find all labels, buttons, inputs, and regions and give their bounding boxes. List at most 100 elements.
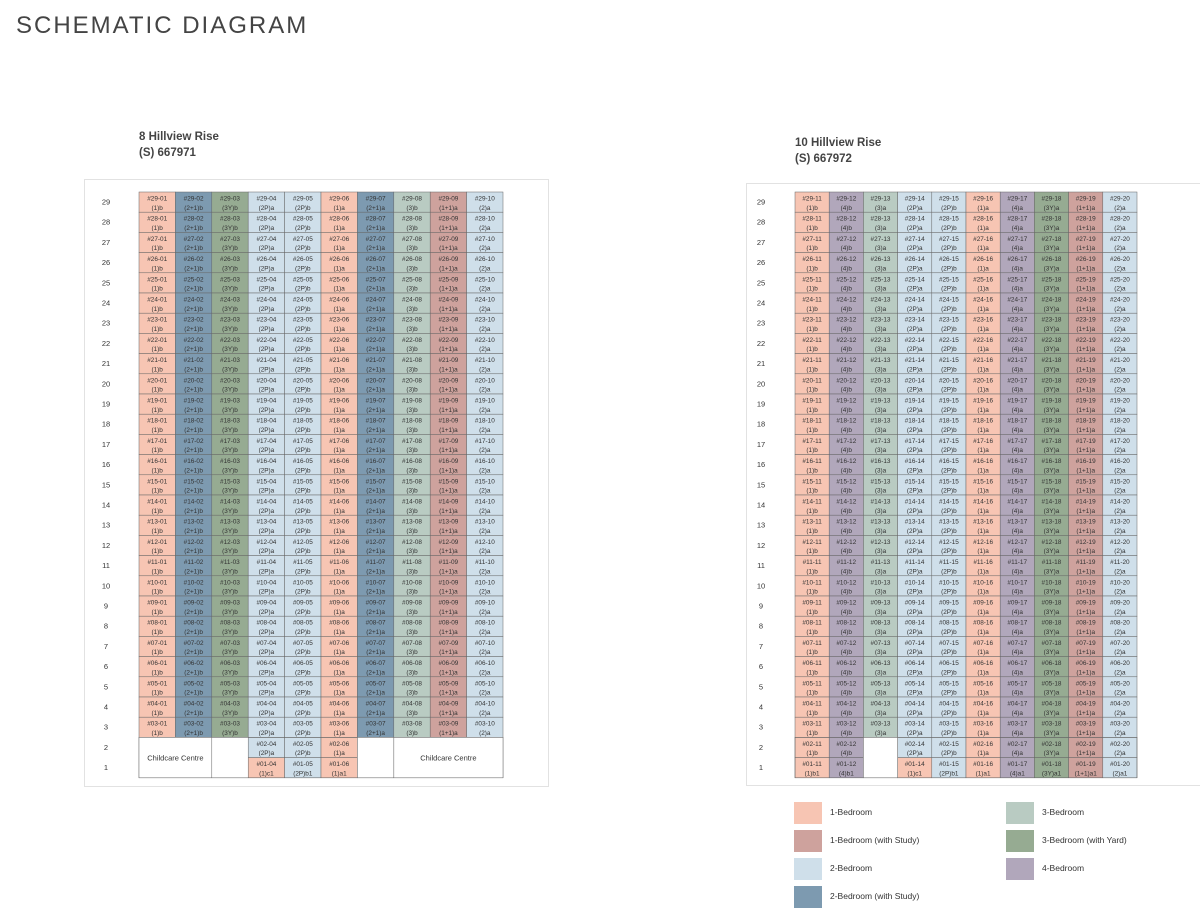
unit-cell: #03-07(2+1)a (357, 716, 395, 738)
unit-number: #20-20 (1110, 377, 1130, 384)
unit-type: (3)b (406, 649, 418, 656)
unit-number: #16-08 (402, 458, 422, 465)
unit-type: (1)b (152, 346, 164, 353)
unit-type: (4)a (1012, 286, 1024, 293)
unit-type: (3Y)a (1044, 488, 1060, 495)
unit-type: (3)b (406, 669, 418, 676)
unit-type: (2)a (479, 528, 491, 535)
unit-cell: #29-10(2)a (466, 191, 504, 213)
unit-cell: #11-18(3Y)a (1034, 555, 1069, 577)
unit-cell: #24-03(3Y)b (211, 292, 249, 314)
unit-number: #15-17 (1007, 478, 1027, 485)
unit-number: #11-13 (871, 559, 891, 566)
unit-type: (3)b (406, 609, 418, 616)
unit-number: #16-05 (293, 458, 313, 465)
unit-cell: #04-11(1)b (794, 696, 830, 718)
unit-cell: #12-16(1)a (965, 535, 1001, 556)
unit-number: #03-11 (802, 721, 822, 728)
unit-number: #24-10 (475, 296, 495, 303)
unit-type: (2P)b (941, 568, 957, 575)
unit-type: (4)a (1012, 326, 1024, 333)
unit-number: #07-14 (905, 640, 925, 647)
unit-number: #19-14 (905, 397, 925, 404)
unit-number: #13-03 (220, 519, 240, 526)
unit-cell: #08-10(2)a (466, 615, 504, 637)
unit-number: #02-20 (1110, 741, 1130, 748)
unit-type: (3)a (875, 669, 887, 676)
unit-number: #27-06 (329, 236, 349, 243)
unit-cell: #26-15(2P)b (931, 252, 967, 274)
unit-cell: #28-03(3Y)b (211, 211, 249, 233)
unit-cell: #03-13(3)a (863, 716, 898, 738)
unit-cell: #27-16(1)a (965, 232, 1001, 253)
unit-type: (2)a (479, 589, 491, 596)
unit-cell: #09-02(2+1)b (175, 595, 213, 617)
unit-cell: #24-11(1)b (794, 292, 830, 314)
unit-type: (1+1)a (439, 690, 458, 697)
unit-cell: #28-15(2P)b (931, 211, 967, 233)
unit-type: (1)b (152, 265, 164, 272)
unit-number: #12-20 (1110, 539, 1130, 546)
unit-number: #20-16 (973, 377, 993, 384)
unit-number: #04-15 (939, 700, 959, 707)
unit-type: (2+1)a (366, 427, 385, 434)
facility-label: Childcare Centre (420, 754, 476, 763)
unit-cell: #19-04(2P)a (247, 393, 285, 415)
unit-cell: #25-03(3Y)b (211, 272, 249, 294)
unit-cell: #20-17(4)a (999, 373, 1035, 395)
unit-number: #14-18 (1042, 498, 1062, 505)
unit-cell: #13-04(2P)a (247, 514, 285, 536)
unit-number: #06-01 (147, 660, 167, 667)
unit-type: (1)a (334, 609, 346, 616)
unit-type: (4)a (1012, 730, 1024, 737)
unit-number: #14-05 (293, 498, 313, 505)
unit-cell: #07-07(2+1)a (357, 636, 395, 657)
unit-cell: #22-15(2P)b (931, 333, 967, 354)
unit-type: (2+1)b (184, 286, 203, 293)
unit-number: #01-14 (905, 761, 925, 768)
unit-type: (2P)b (295, 629, 311, 636)
unit-type: (3)b (406, 366, 418, 373)
unit-type: (3Y)a (1044, 407, 1060, 414)
unit-number: #28-12 (836, 216, 856, 223)
unit-number: #15-09 (438, 478, 458, 485)
unit-number: #01-20 (1110, 761, 1130, 768)
unit-type: (1+1)a (1076, 467, 1095, 474)
unit-cell: #20-02(2+1)b (175, 373, 213, 395)
unit-type: (2+1)b (184, 265, 203, 272)
unit-number: #29-17 (1007, 195, 1027, 202)
unit-cell: #17-08(3)b (393, 434, 431, 455)
unit-number: #17-01 (147, 438, 167, 445)
unit-number: #03-06 (329, 721, 349, 728)
unit-type: (1)a (334, 750, 346, 757)
unit-type: (4)b (841, 366, 853, 373)
unit-number: #16-07 (366, 458, 386, 465)
unit-number: #27-14 (905, 236, 925, 243)
unit-cell: #26-19(1+1)a (1068, 252, 1104, 274)
unit-type: (1)b (806, 649, 818, 656)
unit-type: (2P)a (259, 447, 275, 454)
unit-number: #14-19 (1076, 498, 1096, 505)
unit-cell: #13-05(2P)b (284, 514, 322, 536)
unit-cell: #13-11(1)b (794, 514, 830, 536)
unit-cell: #04-08(3)b (393, 696, 431, 718)
unit-number: #14-06 (329, 498, 349, 505)
unit-cell: #18-17(4)a (999, 413, 1035, 435)
unit-number: #23-03 (220, 317, 240, 324)
unit-number: #08-13 (871, 620, 891, 627)
unit-cell: #05-08(3)b (393, 676, 431, 698)
unit-number: #13-14 (905, 519, 925, 526)
unit-cell: #06-12(4)b (828, 656, 864, 678)
unit-type: (2)a (1114, 205, 1126, 212)
unit-number: #03-15 (939, 721, 959, 728)
unit-type: (1)b (806, 629, 818, 636)
unit-cell: #04-05(2P)b (284, 696, 322, 718)
unit-cell: #05-18(3Y)a (1034, 676, 1069, 698)
unit-type: (3)b (406, 286, 418, 293)
unit-type: (3Y)a (1044, 690, 1060, 697)
unit-cell: #17-07(2+1)a (357, 434, 395, 455)
unit-cell: #28-07(2+1)a (357, 211, 395, 233)
unit-type: (2P)b (941, 508, 957, 515)
unit-cell: #20-18(3Y)a (1034, 373, 1069, 395)
floor-label: 18 (757, 420, 765, 429)
